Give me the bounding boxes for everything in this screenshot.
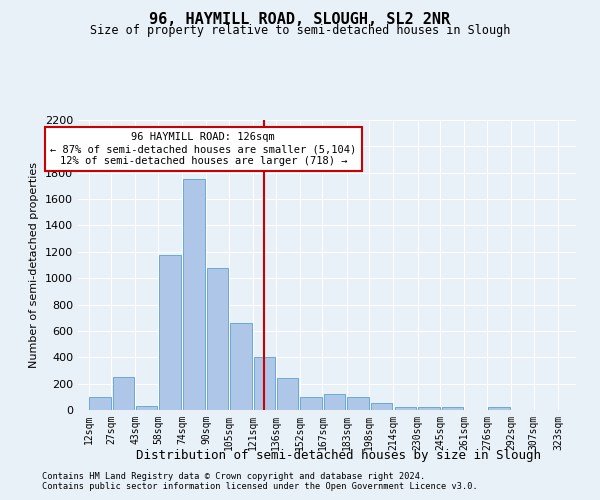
Bar bbox=[442, 406, 463, 410]
Bar bbox=[324, 394, 345, 410]
Bar bbox=[207, 268, 229, 410]
Y-axis label: Number of semi-detached properties: Number of semi-detached properties bbox=[29, 162, 40, 368]
Bar bbox=[184, 180, 205, 410]
Bar bbox=[301, 397, 322, 410]
Text: Contains HM Land Registry data © Crown copyright and database right 2024.: Contains HM Land Registry data © Crown c… bbox=[42, 472, 425, 481]
Bar bbox=[371, 403, 392, 410]
Bar bbox=[418, 406, 440, 410]
Bar bbox=[395, 406, 416, 410]
Bar bbox=[254, 358, 275, 410]
Bar bbox=[136, 406, 157, 410]
Text: Contains public sector information licensed under the Open Government Licence v3: Contains public sector information licen… bbox=[42, 482, 478, 491]
Bar bbox=[230, 323, 251, 410]
Bar bbox=[89, 397, 110, 410]
Bar bbox=[277, 378, 298, 410]
Bar bbox=[160, 255, 181, 410]
Bar bbox=[347, 398, 368, 410]
Text: 96, HAYMILL ROAD, SLOUGH, SL2 2NR: 96, HAYMILL ROAD, SLOUGH, SL2 2NR bbox=[149, 12, 451, 28]
Text: 96 HAYMILL ROAD: 126sqm
← 87% of semi-detached houses are smaller (5,104)
12% of: 96 HAYMILL ROAD: 126sqm ← 87% of semi-de… bbox=[50, 132, 356, 166]
Bar bbox=[113, 377, 134, 410]
Bar bbox=[488, 406, 510, 410]
Text: Distribution of semi-detached houses by size in Slough: Distribution of semi-detached houses by … bbox=[136, 448, 542, 462]
Text: Size of property relative to semi-detached houses in Slough: Size of property relative to semi-detach… bbox=[90, 24, 510, 37]
